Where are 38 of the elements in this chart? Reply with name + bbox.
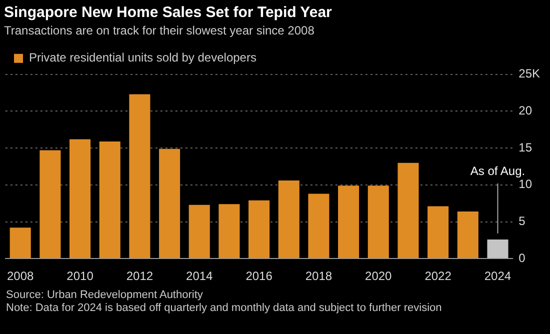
bar	[338, 186, 360, 258]
bar	[428, 206, 449, 258]
y-tick-label: 10	[518, 177, 532, 192]
bar	[308, 194, 330, 258]
x-tick-label: 2014	[186, 269, 214, 284]
bar	[457, 211, 478, 258]
x-tick-label: 2020	[365, 269, 392, 284]
source-note: Source: Urban Redevelopment Authority	[6, 289, 204, 302]
x-tick-label: 2024	[484, 269, 512, 284]
y-tick-label: 15	[518, 140, 532, 154]
chart-title: Singapore New Home Sales Set for Tepid Year	[4, 4, 332, 22]
x-tick-label: 2008	[6, 269, 34, 284]
text: Note: Data for 2024 is based off quarterly and monthly data and subject to further revision	[6, 302, 443, 315]
bar	[368, 186, 389, 258]
bar	[159, 148, 180, 258]
x-tick-label: 2022	[424, 269, 452, 284]
x-tick-label: 2016	[246, 269, 273, 284]
y-tick-label: 20	[518, 104, 532, 118]
annotation: As of Aug.	[470, 164, 526, 178]
bar	[188, 204, 210, 258]
bar	[398, 162, 419, 258]
bar	[99, 141, 120, 258]
y-tick-label: 0	[518, 250, 526, 265]
bar	[40, 150, 61, 258]
chart-subtitle: Transactions are on track for their slowest year since 2008	[4, 24, 315, 38]
x-tick-label: 2010	[66, 269, 94, 284]
bar	[218, 204, 240, 258]
y-tick-label: 5	[518, 214, 526, 228]
bar	[10, 228, 31, 258]
bar	[129, 94, 150, 258]
x-tick-label: 2018	[305, 269, 332, 284]
x-tick-label: 2012	[126, 269, 154, 284]
legend-label: Private residential units sold by developers	[29, 50, 256, 65]
bar	[487, 239, 508, 258]
bar	[248, 200, 270, 258]
bar	[278, 180, 300, 258]
bar	[70, 139, 91, 258]
y-tick-label: 25K	[518, 66, 540, 81]
